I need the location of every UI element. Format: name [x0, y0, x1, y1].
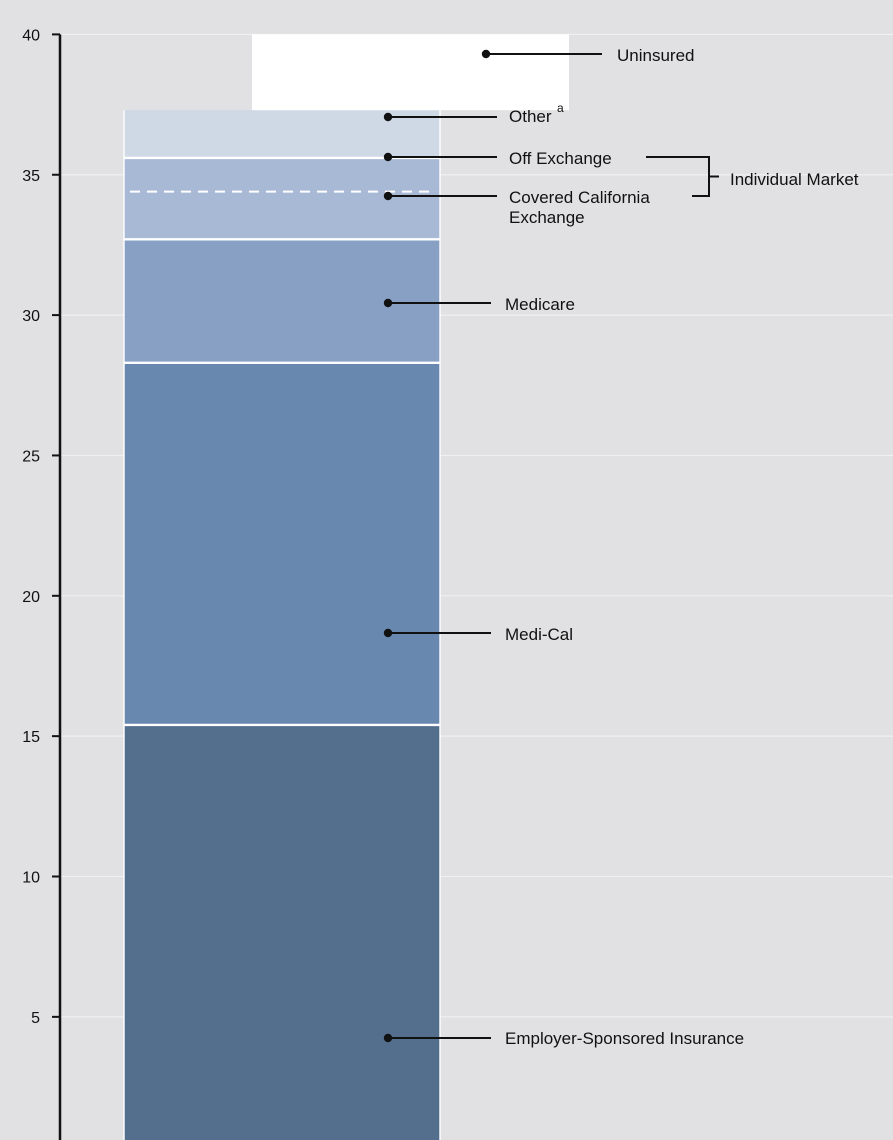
- bar-segment-employer-sponsored-insurance: [124, 724, 440, 1140]
- y-axis: 5 10 15 20 25 30 35 40: [22, 27, 62, 1140]
- label-covered-california-line2: Exchange: [509, 208, 585, 227]
- individual-market-bracket: [646, 156, 719, 197]
- bar-segment-medicare: [124, 239, 440, 363]
- leader-dot-covered-california: [383, 191, 393, 201]
- leader-dot-other: [383, 112, 393, 122]
- leader-dot-employer-sponsored: [383, 1033, 393, 1043]
- tick-label-25: 25: [22, 448, 40, 465]
- label-medicare: Medicare: [505, 295, 575, 314]
- tick-label-15: 15: [22, 729, 40, 746]
- tick-label-35: 35: [22, 168, 40, 185]
- bar-segment-off-exchange: [124, 157, 440, 192]
- label-other: Other: [509, 107, 552, 126]
- stacked-bar: [123, 34, 569, 1140]
- label-uninsured: Uninsured: [617, 46, 695, 65]
- leader-dot-medi-cal: [383, 628, 393, 638]
- label-off-exchange: Off Exchange: [509, 149, 612, 168]
- annotations: Uninsured Other a Off Exchange Covered C…: [383, 46, 859, 1048]
- label-medi-cal: Medi-Cal: [505, 625, 573, 644]
- tick-label-40: 40: [22, 27, 40, 44]
- bar-segment-uninsured: [252, 34, 569, 111]
- tick-label-5: 5: [31, 1010, 40, 1027]
- tick-label-10: 10: [22, 870, 40, 887]
- leader-dot-medicare: [383, 298, 393, 308]
- leader-dot-off-exchange: [383, 152, 393, 162]
- bar-segment-covered-california-exchange: [124, 191, 440, 240]
- leader-dot-uninsured: [481, 49, 491, 59]
- label-employer-sponsored: Employer-Sponsored Insurance: [505, 1029, 744, 1048]
- tick-label-30: 30: [22, 308, 40, 325]
- label-covered-california-line1: Covered California: [509, 188, 650, 207]
- tick-label-20: 20: [22, 589, 40, 606]
- bar-segment-medi-cal: [124, 362, 440, 725]
- label-individual-market: Individual Market: [730, 170, 859, 189]
- label-other-superscript: a: [557, 101, 564, 115]
